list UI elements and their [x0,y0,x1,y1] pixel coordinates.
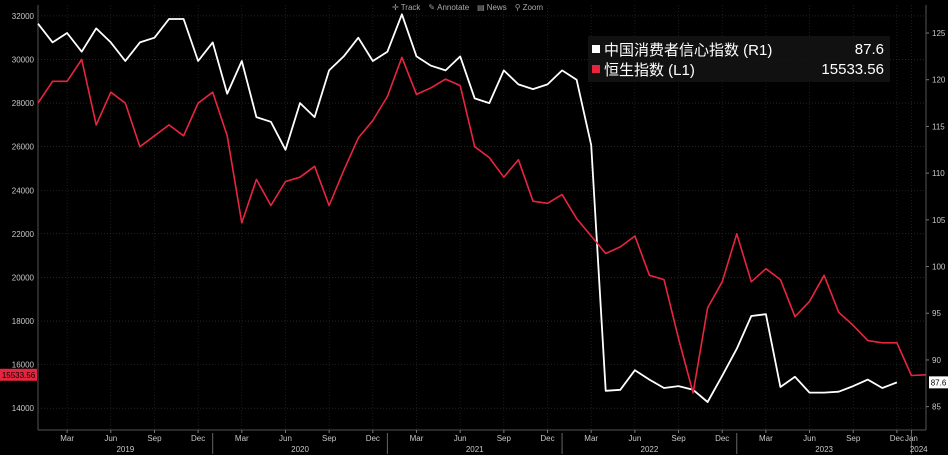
left-tick-label: 24000 [12,186,35,195]
confidence-index-line [37,13,898,403]
news-button[interactable]: ▤ News [477,3,507,12]
news-icon: ▤ [477,2,485,12]
legend-entry-confidence: 中国消费者信心指数 (R1) 87.6 [592,39,884,59]
left-tick-label: 32000 [12,12,35,21]
chart-toolbar: ✛ Track ✎ Annotate ▤ News ⚲ Zoom [392,1,543,13]
month-tick-label: Sep [147,434,162,443]
legend-name: 恒生指数 (L1) [604,61,695,79]
month-tick-label: Dec [715,434,729,443]
month-tick-label: Mar [60,434,74,443]
magnifier-icon: ⚲ [514,2,521,12]
left-tick-label: 26000 [12,143,35,152]
legend-value: 15533.56 [821,60,884,78]
legend-entry-hsi: 恒生指数 (L1) 15533.56 [592,59,884,79]
right-tick-label: 115 [932,122,945,131]
legend-value: 87.6 [854,40,884,58]
zoom-button[interactable]: ⚲ Zoom [515,3,543,12]
hang-seng-line [37,56,927,394]
month-tick-label: Jun [454,434,467,443]
series-layer [37,13,927,403]
right-tick-label: 90 [932,356,941,365]
hsi-value-tag [0,368,37,381]
left-tick-label: 16000 [12,361,35,370]
month-tick-label: Jun [279,434,292,443]
month-tick-label: Dec [890,434,904,443]
last-value-tags: 15533.56 87.6 [0,368,948,389]
month-tick-label: Sep [322,434,337,443]
year-tick-label: 2023 [815,445,833,454]
left-tick-label: 22000 [12,230,35,239]
zoom-label: Zoom [522,2,544,12]
month-tick-label: Dec [540,434,554,443]
track-button[interactable]: ✛ Track [392,3,420,12]
month-tick-label: Mar [759,434,773,443]
chart-legend: 中国消费者信心指数 (R1) 87.6 恒生指数 (L1) 15533.56 [588,36,890,82]
month-tick-label: Mar [584,434,598,443]
x-axis: Mar Jun Sep Dec Mar Jun Sep Dec Mar Jun Sep Dec Mar J… [38,429,928,454]
right-tick-label: 125 [932,29,946,38]
grid-lines [38,5,926,430]
month-tick-label: Jun [104,434,117,443]
right-tick-label: 85 [932,403,941,412]
confidence-value-tag [929,376,948,389]
confidence-value-tag-label: 87.6 [931,378,947,387]
track-label: Track [400,2,421,12]
year-tick-label: 2021 [466,445,484,454]
legend-swatch-red [592,65,600,73]
legend-swatch-white [592,45,600,53]
month-tick-label: Sep [671,434,686,443]
year-tick-label: 2020 [291,445,309,454]
legend-name: 中国消费者信心指数 (R1) [604,41,773,59]
news-label: News [486,2,507,12]
right-tick-label: 95 [932,309,941,318]
annotate-label: Annotate [437,2,470,12]
annotate-button[interactable]: ✎ Annotate [428,3,469,12]
right-tick-label: 120 [932,76,946,85]
left-axis: 14000 16000 18000 20000 22000 24000 26000 28000… [12,5,39,430]
left-tick-label: 28000 [12,99,35,108]
month-tick-label: Mar [235,434,249,443]
left-tick-label: 18000 [12,317,35,326]
right-tick-label: 110 [932,169,945,178]
right-axis: 85 90 95 100 105 110 115 120 125 [925,5,946,430]
pencil-icon: ✎ [428,2,436,12]
year-tick-label: 2019 [116,445,134,454]
left-tick-label: 20000 [12,273,35,282]
month-tick-label: Sep [497,434,512,443]
hsi-value-tag-label: 15533.56 [2,371,36,380]
right-tick-label: 100 [932,263,946,272]
month-tick-label: Jun [628,434,641,443]
month-tick-label: Mar [410,434,424,443]
right-tick-label: 105 [932,216,946,225]
left-tick-label: 30000 [12,55,35,64]
year-tick-label: 2024 [910,445,928,454]
year-tick-label: 2022 [641,445,659,454]
month-tick-label: Dec [191,434,205,443]
month-tick-label: Sep [846,434,861,443]
month-tick-label: Jun [803,434,816,443]
left-tick-label: 14000 [12,404,35,413]
month-tick-label: Dec [366,434,380,443]
crosshair-icon: ✛ [392,2,399,12]
